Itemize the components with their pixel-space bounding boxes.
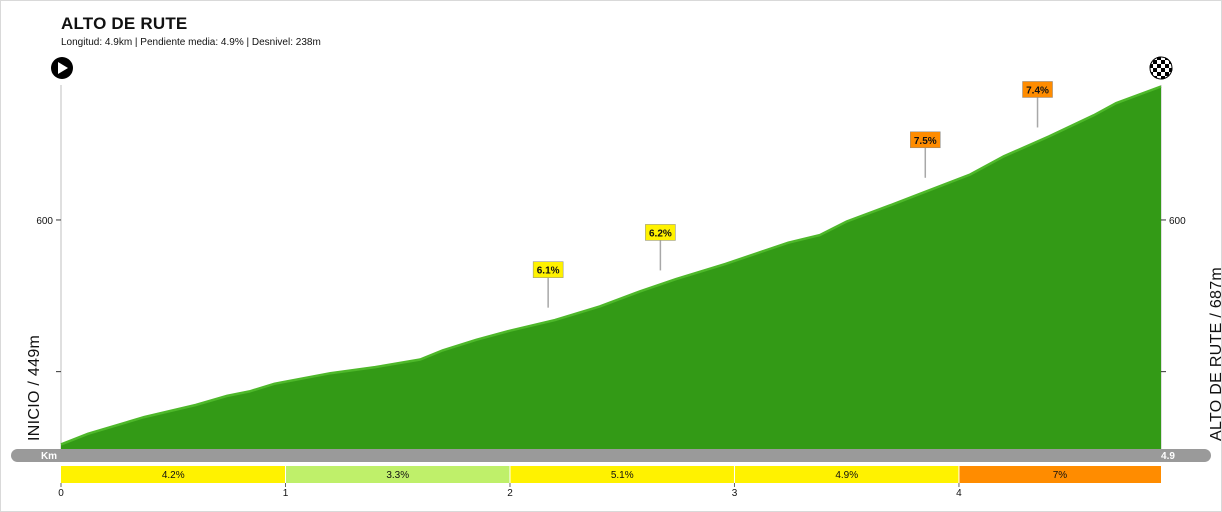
climb-marker-label: 6.1% [537,266,560,277]
y-tick-label-left: 600 [36,216,53,227]
elevation-area [61,86,1161,449]
climb-marker-box [1022,81,1053,98]
checkered-flag-icon [1149,56,1173,80]
x-tick-label: 1 [283,488,289,499]
gradient-segment-label: 3.3% [386,470,409,481]
gradient-segment [509,466,735,483]
climb-marker-box [910,131,941,149]
gradient-segment [61,466,286,483]
x-tick-label: 3 [732,488,738,499]
climb-marker-label: 7.5% [914,136,937,147]
climb-marker-label: 6.2% [649,228,672,239]
gradient-segment [734,466,959,483]
play-icon [51,57,73,79]
page-title: ALTO DE RUTE [61,14,188,33]
km-end-label: 4.9 [1161,451,1175,462]
x-tick-label: 2 [507,488,513,499]
gradient-segment [958,466,1161,483]
x-tick-label: 4 [956,488,962,499]
x-tick-label: 0 [58,488,64,499]
km-unit-label: Km [41,451,57,462]
climb-summary: Longitud: 4.9km | Pendiente media: 4.9% … [61,37,321,48]
gradient-segment-label: 7% [1053,470,1068,481]
gradient-segments: 4.2% 3.3% 5.1% 4.9% 7% [61,466,1161,483]
km-axis: Km 4.9 [11,449,1211,462]
climb-marker-label: 7.4% [1026,85,1049,96]
gradient-segment-label: 4.2% [162,470,185,481]
profile-area [60,85,1162,449]
climb-markers: 6.1% 6.2% 7.5% 7.4% [532,81,1053,308]
gradient-segment-label: 5.1% [611,470,634,481]
x-axis-ticks: 0 1 2 3 4 [58,483,962,499]
gradient-segment-label: 4.9% [835,470,858,481]
km-bar [11,449,1211,462]
elevation-line [60,85,1162,446]
climb-marker-box [532,261,564,278]
climb-marker-box [645,224,676,241]
gradient-segment [285,466,510,483]
y-tick-label-right: 600 [1169,216,1186,227]
